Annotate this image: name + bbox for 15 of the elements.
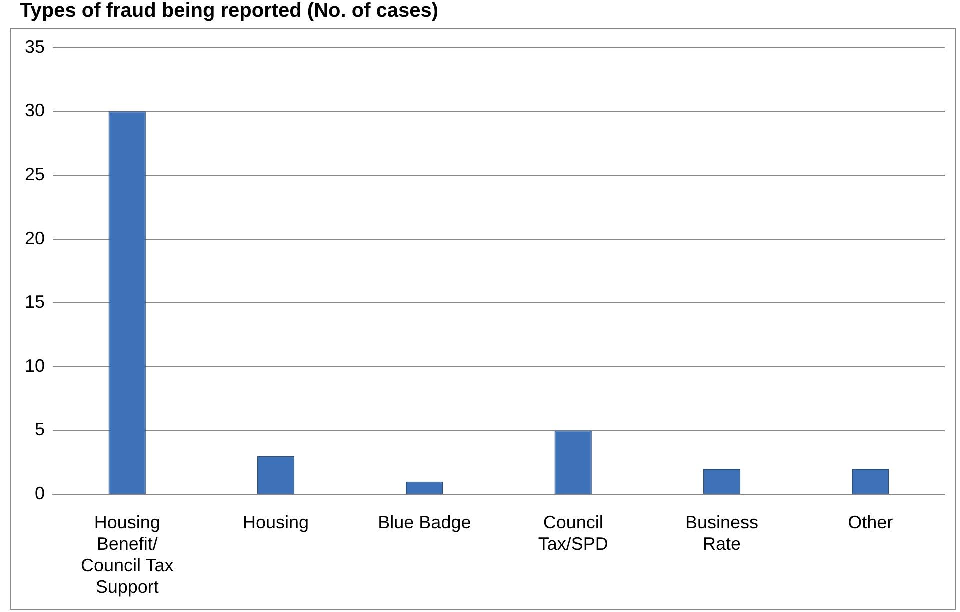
chart-title: Types of fraud being reported (No. of cases) — [20, 0, 439, 22]
x-tick-label: Other — [848, 512, 894, 532]
y-tick-label: 35 — [24, 36, 46, 57]
y-tick-label: 30 — [24, 100, 46, 121]
x-tick-label: Blue Badge — [378, 512, 472, 532]
y-tick-label: 25 — [24, 164, 46, 184]
y-tick-label: 5 — [35, 420, 46, 440]
x-tick-label: Business Rate — [685, 512, 759, 554]
y-tick-label: 15 — [24, 292, 46, 312]
y-tick-label: 20 — [24, 228, 46, 248]
x-tick-label: Housing — [242, 512, 310, 532]
x-tick-label: Council Tax/SPD — [538, 512, 608, 554]
y-tick-label: 0 — [35, 484, 46, 504]
y-tick-label: 10 — [24, 356, 46, 376]
x-tick-label: Housing Benefit/ Council Tax Support — [80, 512, 174, 598]
